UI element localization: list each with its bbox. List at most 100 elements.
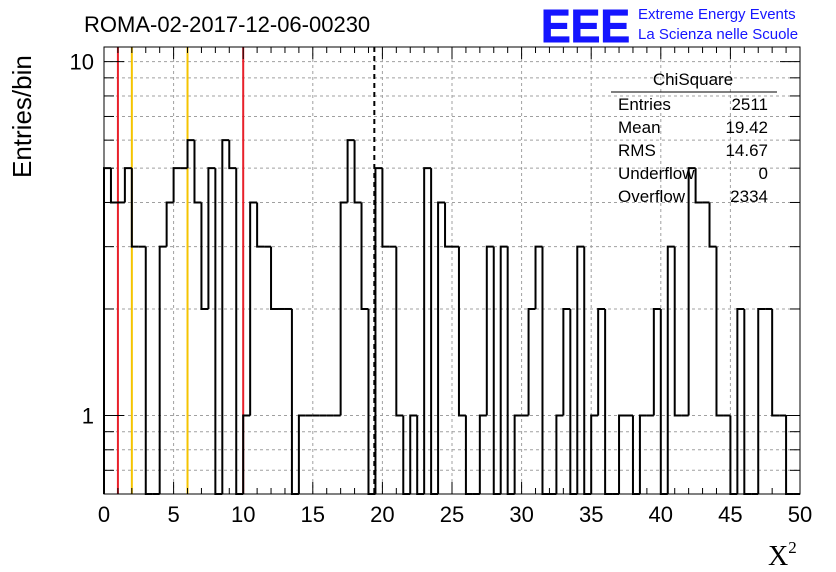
- histogram-bin: [687, 167, 696, 416]
- x-tick-label: 5: [167, 502, 179, 527]
- x-tick-label: 40: [649, 502, 673, 527]
- histogram-bin: [290, 308, 299, 495]
- stats-row-value: 2511: [731, 95, 768, 114]
- stats-row-value: 14.67: [725, 141, 768, 160]
- histogram-bin: [555, 414, 564, 494]
- histogram-bin: [673, 246, 682, 417]
- stats-title: ChiSquare: [653, 70, 733, 89]
- histogram-bin: [353, 140, 362, 204]
- histogram-bin: [694, 168, 703, 204]
- x-tick-label: 30: [509, 502, 533, 527]
- histogram-bin: [165, 201, 174, 247]
- histogram-bin: [715, 246, 724, 417]
- histogram-bin: [666, 245, 675, 494]
- stats-row-value: 0: [759, 164, 768, 183]
- histogram-bin: [708, 202, 717, 248]
- histogram-bin: [130, 168, 139, 248]
- stats-box: ChiSquare Entries 2511 Mean 19.42 RMS 14.67 Un…: [611, 70, 777, 206]
- histogram-bin: [423, 167, 432, 494]
- histogram-bin: [527, 307, 536, 416]
- histogram-bin: [228, 140, 237, 170]
- histogram-bin: [360, 202, 369, 310]
- stats-row-value: 19.42: [725, 118, 768, 137]
- stats-row-label: Entries: [618, 95, 671, 114]
- stats-row-label: Underflow: [618, 164, 695, 183]
- x-tick-label: 0: [98, 502, 110, 527]
- histogram-bin: [506, 246, 515, 495]
- histogram-bin: [186, 139, 195, 169]
- histogram-bin: [109, 168, 118, 204]
- histogram-bin: [576, 245, 585, 494]
- histogram-bin: [638, 414, 647, 494]
- y-tick-label: 1: [82, 403, 94, 428]
- histogram-bin: [339, 201, 348, 416]
- histogram-bin: [457, 246, 466, 417]
- histogram-bin: [381, 168, 390, 248]
- histogram-bin: [652, 307, 661, 416]
- histogram-bin: [430, 168, 439, 495]
- histogram-bin: [736, 307, 745, 494]
- histogram-bin: [499, 245, 508, 494]
- histogram-bin: [200, 202, 209, 310]
- x-tick-label: 45: [718, 502, 742, 527]
- histogram-bin: [249, 201, 258, 416]
- histogram-bin: [242, 414, 251, 494]
- x-tick-label: 10: [231, 502, 255, 527]
- x-tick-label: 25: [440, 502, 464, 527]
- histogram-bin: [597, 307, 606, 416]
- histogram-bin: [409, 414, 418, 494]
- histogram-bin: [172, 167, 181, 203]
- chart-title: ROMA-02-2017-12-06-00230: [84, 12, 370, 37]
- histogram-bin: [416, 415, 425, 495]
- histogram-bin: [604, 308, 613, 495]
- stats-row-label: Overflow: [618, 187, 686, 206]
- histogram-bin: [123, 167, 132, 203]
- histogram-bin: [346, 139, 355, 203]
- x-axis-label: X2: [768, 538, 797, 572]
- stats-row-value: 2334: [730, 187, 768, 206]
- histogram-bin: [534, 245, 543, 309]
- histogram-bin: [444, 202, 452, 248]
- axis-ticks: [103, 47, 801, 494]
- histogram-bin: [144, 246, 153, 495]
- histogram-bin: [395, 246, 404, 417]
- histogram-bin: [214, 168, 223, 495]
- histogram-bin: [374, 167, 383, 494]
- y-tick-labels: 1 10: [70, 50, 94, 429]
- histogram-bin: [541, 246, 550, 495]
- histogram-bin: [235, 168, 244, 495]
- x-tick-label: 50: [788, 502, 812, 527]
- histogram-bin: [103, 167, 111, 494]
- x-tick-label: 15: [301, 502, 325, 527]
- histogram-bin: [256, 202, 265, 248]
- histogram-bin: [631, 415, 640, 495]
- histogram-bin: [562, 307, 571, 416]
- histogram-bin: [221, 139, 230, 494]
- histogram-bin: [270, 246, 278, 310]
- histogram-bin: [492, 246, 501, 495]
- x-tick-labels: 0 5 10 15 20 25 30 35 40 45 50: [98, 502, 812, 527]
- histogram-bin: [193, 140, 202, 204]
- histogram-bin: [569, 308, 578, 495]
- eee-logo-mark: EEE: [541, 0, 630, 52]
- histogram-bin: [402, 415, 411, 495]
- eee-logo: EEE Extreme Energy Events La Scienza nel…: [541, 0, 799, 53]
- histogram-bin: [437, 201, 446, 494]
- x-tick-label: 35: [579, 502, 603, 527]
- reference-lines: [116, 47, 376, 494]
- eee-logo-line1: Extreme Energy Events: [638, 6, 796, 23]
- histogram-bin: [771, 308, 780, 417]
- histogram-bin: [513, 414, 522, 494]
- histogram-bin: [297, 414, 306, 494]
- histogram-bin: [659, 308, 668, 495]
- histogram-bin: [618, 414, 626, 494]
- stats-row-label: Mean: [618, 118, 661, 137]
- eee-logo-line2: La Scienza nelle Scuole: [638, 26, 798, 43]
- histogram-bin: [485, 245, 494, 416]
- histogram-bin: [478, 414, 487, 494]
- y-tick-label: 10: [70, 50, 94, 75]
- histogram-bin: [207, 167, 216, 309]
- histogram-bin: [757, 307, 766, 494]
- x-tick-label: 20: [370, 502, 394, 527]
